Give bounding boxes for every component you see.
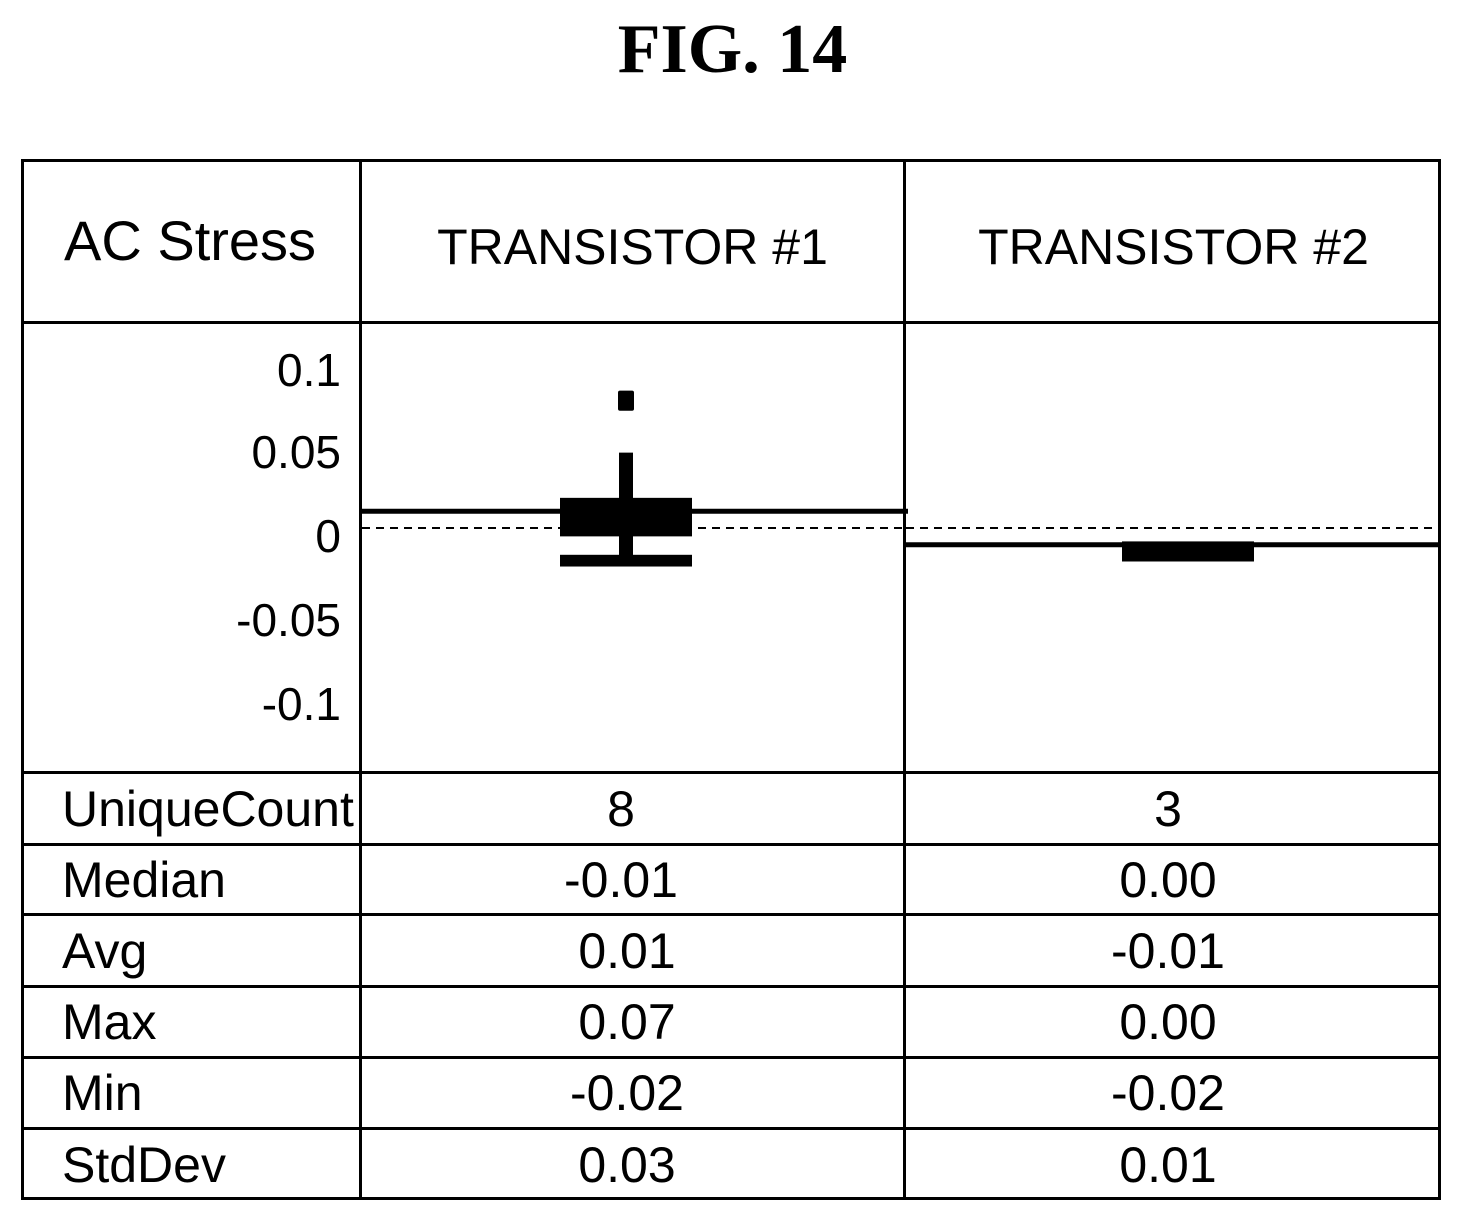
value-max-t1: 0.07 [578, 994, 676, 1050]
row-divider-1 [21, 843, 1441, 846]
value-avg-t1: 0.01 [578, 923, 676, 979]
row-divider-5 [21, 1127, 1441, 1130]
column-divider-1 [359, 159, 362, 1200]
value-uniquecount-t1: 8 [607, 781, 635, 837]
row-divider-4 [21, 1056, 1441, 1059]
row-label-uniquecount: UniqueCount [62, 781, 354, 837]
corner-label: AC Stress [64, 209, 317, 272]
value-median-t1: -0.01 [564, 852, 678, 908]
value-uniquecount-t2: 3 [1154, 781, 1182, 837]
stats-table-frame [21, 159, 1441, 1200]
plot-divider [21, 771, 1441, 774]
row-label-median: Median [62, 852, 226, 908]
value-median-t2: 0.00 [1119, 852, 1217, 908]
row-label-min: Min [62, 1065, 143, 1121]
header-divider [21, 321, 1441, 324]
row-divider-2 [21, 913, 1441, 916]
y-tick-label: -0.1 [261, 678, 341, 730]
value-min-t2: -0.02 [1111, 1065, 1225, 1121]
outlier-mark [618, 390, 634, 411]
column-header-transistor-2: TRANSISTOR #2 [978, 219, 1369, 275]
row-label-max: Max [62, 994, 157, 1050]
column-header-transistor-1: TRANSISTOR #1 [437, 219, 828, 275]
value-stddev-t2: 0.01 [1119, 1137, 1217, 1193]
box-body [560, 497, 692, 537]
value-max-t2: 0.00 [1119, 994, 1217, 1050]
column-divider-2 [903, 159, 906, 1200]
value-min-t1: -0.02 [570, 1065, 684, 1121]
figure-title: FIG. 14 [617, 11, 848, 88]
y-tick-label: 0.05 [251, 426, 341, 478]
y-tick-label: 0.1 [277, 344, 341, 396]
value-avg-t2: -0.01 [1111, 923, 1225, 979]
value-stddev-t1: 0.03 [578, 1137, 676, 1193]
box-lower-bar [560, 554, 692, 567]
y-tick-label: -0.05 [236, 594, 341, 646]
row-divider-3 [21, 985, 1441, 988]
box-plot [360, 390, 1441, 567]
row-label-stddev: StdDev [62, 1137, 226, 1193]
y-tick-label: 0 [315, 510, 341, 562]
row-label-avg: Avg [62, 923, 148, 979]
